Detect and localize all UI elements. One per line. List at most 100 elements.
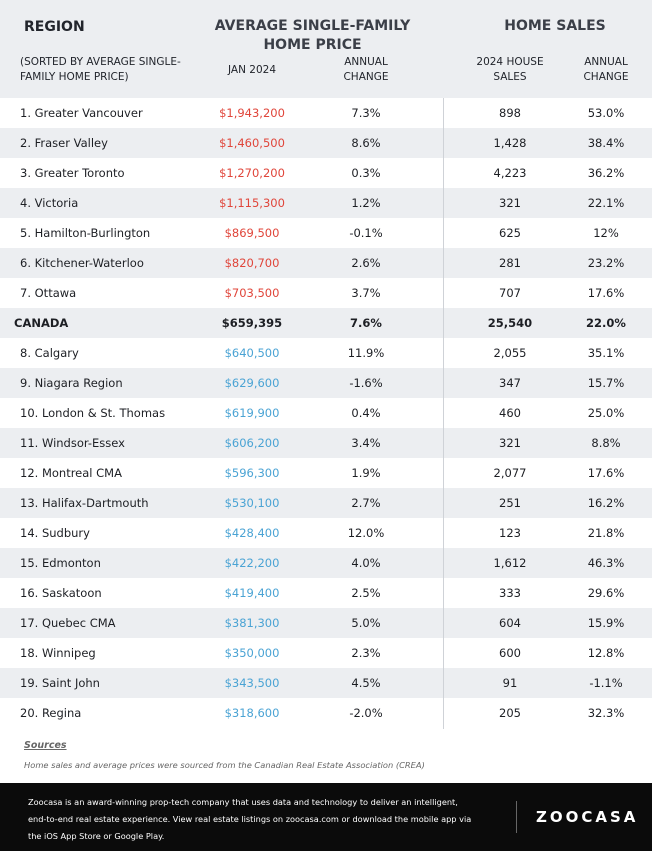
sales-cell: 281 [499,256,521,270]
price-change-cell: -1.6% [349,376,383,390]
region-cell: 11. Windsor-Essex [20,436,125,450]
price-change-cell: 3.4% [351,436,381,450]
price-cell: $703,500 [224,286,280,300]
sales-change-cell: 12% [593,226,619,240]
header [0,0,652,98]
sales-change-cell: 12.8% [587,646,625,660]
sales-change-cell: 32.3% [587,706,625,720]
price-change-cell: 4.5% [351,676,381,690]
sales-change-cell: 15.9% [587,616,625,630]
price-change-cell: 8.6% [351,136,381,150]
price-change-cell: 5.0% [351,616,381,630]
region-cell: 15. Edmonton [20,556,101,570]
sales-group-header: HOME SALES [504,18,606,34]
sales-cell: 321 [499,196,521,210]
sales-change-cell: -1.1% [589,676,623,690]
sales-change-cell: 25.0% [587,406,625,420]
sort-note: (SORTED BY AVERAGE SINGLE-FAMILY HOME PR… [20,56,181,83]
price-cell: $318,600 [224,706,280,720]
sales-cell: 625 [499,226,521,240]
sales-change-cell: 17.6% [587,466,625,480]
region-cell: 6. Kitchener-Waterloo [20,256,144,270]
table-row: 5. Hamilton-Burlington $869,500 -0.1% 625 12… [0,218,652,248]
table-row: 2. Fraser Valley $1,460,500 8.6% 1,428 38.4% [0,128,652,158]
sales-cell: 123 [499,526,521,540]
sales-cell: 321 [499,436,521,450]
region-cell: 17. Quebec CMA [20,616,116,630]
price-cell: $419,400 [224,586,280,600]
footer-line: the iOS App Store or Google Play. [28,831,165,841]
sales-cell: 347 [499,376,521,390]
column-divider [443,98,444,729]
region-cell: 9. Niagara Region [20,376,123,390]
price-change-cell: 7.3% [351,106,381,120]
price-change-cell: 4.0% [351,556,381,570]
price-change-cell: 2.3% [351,646,381,660]
table-row: 3. Greater Toronto $1,270,200 0.3% 4,223 36.… [0,158,652,188]
price-cell: $596,300 [224,466,280,480]
region-cell: 8. Calgary [20,346,79,360]
price-group-header: AVERAGE SINGLE-FAMILY HOME PRICE [214,18,411,53]
table-row: 19. Saint John $343,500 4.5% 91 -1.1% [0,668,652,698]
region-cell: 2. Fraser Valley [20,136,108,150]
table-row: 14. Sudbury $428,400 12.0% 123 21.8% [0,518,652,548]
region-cell: 19. Saint John [20,676,100,690]
sales-cell: 91 [502,676,518,690]
price-cell: $428,400 [224,526,280,540]
sales-change-cell: 16.2% [587,496,625,510]
sales-change-cell: 17.6% [587,286,625,300]
sales-cell: 25,540 [487,316,533,330]
price-change-cell: 2.5% [351,586,381,600]
region-cell: 3. Greater Toronto [20,166,125,180]
price-cell: $422,200 [224,556,280,570]
region-header: REGION [24,19,85,35]
region-cell: 16. Saskatoon [20,586,102,600]
sales-cell: 2,055 [493,346,527,360]
sales-change-cell: 15.7% [587,376,625,390]
region-cell: 13. Halifax-Dartmouth [20,496,149,510]
region-cell: 14. Sudbury [20,526,90,540]
price-cell: $1,270,200 [219,166,285,180]
price-change-cell: 11.9% [347,346,385,360]
footer: Zoocasa is an award-winning prop-tech co… [0,783,652,851]
region-cell: 18. Winnipeg [20,646,96,660]
table-row: 16. Saskatoon $419,400 2.5% 333 29.6% [0,578,652,608]
logo: ZOOCASA [536,808,639,826]
table-row: 1. Greater Vancouver $1,943,200 7.3% 898 53.… [0,98,652,128]
table-row: 7. Ottawa $703,500 3.7% 707 17.6% [0,278,652,308]
sales-cell: 205 [499,706,521,720]
sales-cell: 1,428 [493,136,527,150]
table-row: 6. Kitchener-Waterloo $820,700 2.6% 281 23.2… [0,248,652,278]
table-row: 12. Montreal CMA $596,300 1.9% 2,077 17.6% [0,458,652,488]
sales-change-cell: 22.1% [587,196,625,210]
price-cell: $869,500 [224,226,280,240]
sales-cell: 251 [499,496,521,510]
sales-change-header: ANNUAL CHANGE [583,56,629,83]
price-change-cell: -0.1% [349,226,383,240]
sales-cell: 4,223 [493,166,527,180]
region-cell: 7. Ottawa [20,286,77,300]
table-row: 20. Regina $318,600 -2.0% 205 32.3% [0,698,652,728]
sources-title: Sources [24,740,67,751]
house-sales-header: 2024 HOUSE SALES [476,56,544,83]
sales-cell: 333 [499,586,521,600]
sales-change-cell: 46.3% [587,556,625,570]
region-cell: 10. London & St. Thomas [20,406,166,420]
price-change-cell: 2.6% [351,256,381,270]
table-row: CANADA $659,395 7.6% 25,540 22.0% [0,308,652,338]
price-cell: $629,600 [224,376,280,390]
sources-text: Home sales and average prices were sourc… [24,760,425,770]
sales-change-cell: 38.4% [587,136,625,150]
sales-cell: 2,077 [493,466,527,480]
price-cell: $1,943,200 [219,106,285,120]
region-cell: 12. Montreal CMA [20,466,122,480]
price-cell: $343,500 [224,676,280,690]
price-cell: $1,115,300 [219,196,285,210]
price-cell: $820,700 [224,256,280,270]
sales-cell: 1,612 [493,556,527,570]
sales-change-cell: 21.8% [587,526,625,540]
table-row: 4. Victoria $1,115,300 1.2% 321 22.1% [0,188,652,218]
sales-cell: 707 [499,286,521,300]
sales-cell: 600 [499,646,521,660]
